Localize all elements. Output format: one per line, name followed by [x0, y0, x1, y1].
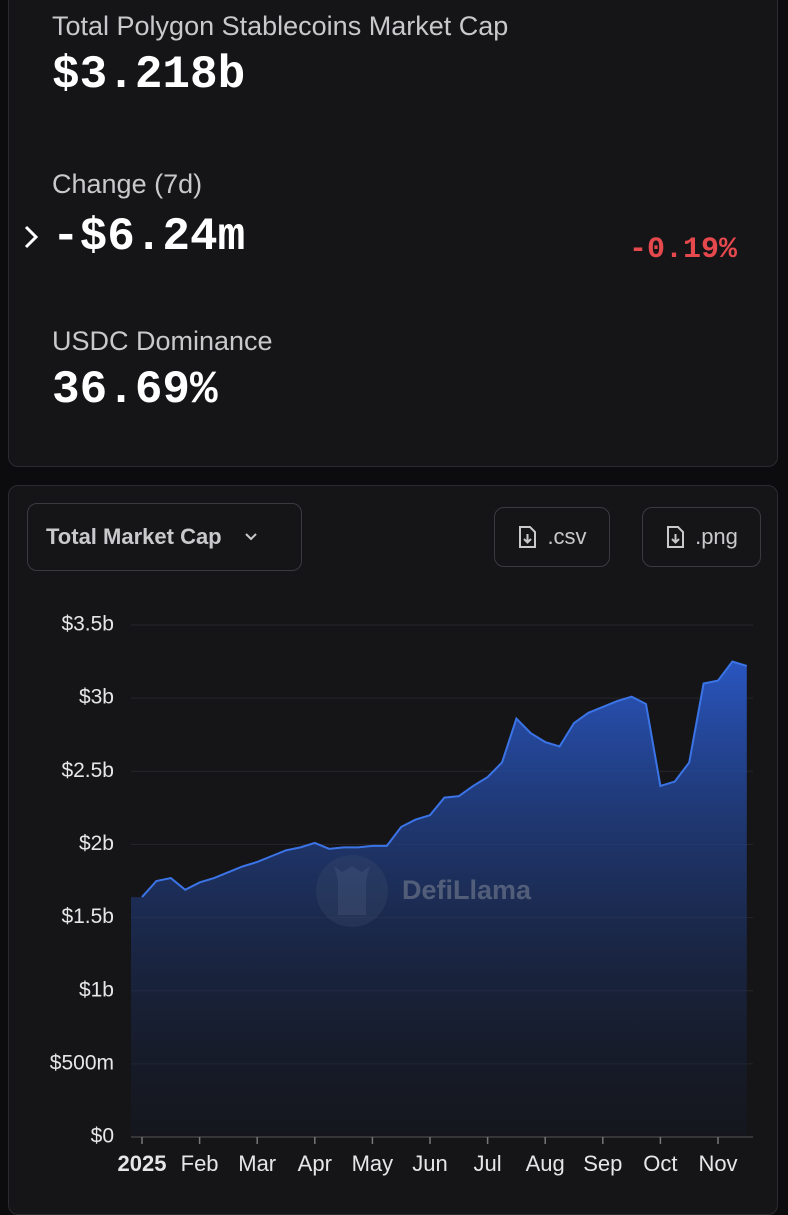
y-tick-label: $3.5b: [61, 613, 114, 636]
y-tick-label: $2b: [79, 832, 114, 855]
watermark-text: DefiLlama: [402, 875, 532, 905]
y-tick-label: $1.5b: [61, 905, 114, 928]
csv-button[interactable]: .csv: [494, 507, 610, 567]
area: [131, 661, 747, 1137]
stat-label: Change (7d): [52, 169, 203, 199]
x-tick-label: Nov: [698, 1151, 737, 1176]
y-tick-label: $3b: [79, 686, 114, 709]
x-tick-label: 2025: [118, 1151, 167, 1176]
line: [141, 660, 748, 898]
x-tick-label: Sep: [583, 1151, 622, 1176]
x-tick-label: Jun: [412, 1151, 447, 1176]
x-tick-label: Oct: [643, 1151, 677, 1176]
dropdown-label: Total Market Cap: [46, 524, 222, 549]
x-tick-label: Aug: [526, 1151, 565, 1176]
expand-chevron[interactable]: [21, 223, 41, 251]
x-tick-label: Mar: [238, 1151, 276, 1176]
y-tick-label: $2.5b: [61, 759, 114, 782]
stat-value: $3.218b: [52, 49, 246, 101]
png-button[interactable]: .png: [642, 507, 761, 567]
x-tick-label: May: [352, 1151, 394, 1176]
stat-value: -$6.24m: [52, 211, 246, 263]
download-icon: [519, 526, 537, 548]
stat-label: USDC Dominance: [52, 326, 273, 356]
change-percent: -0.19%: [628, 233, 737, 267]
stat-value: 36.69%: [52, 364, 218, 416]
download-icon: [667, 526, 685, 548]
x-tick-label: Apr: [298, 1151, 332, 1176]
x-tick-label: Jul: [474, 1151, 502, 1176]
y-tick-label: $500m: [50, 1051, 114, 1074]
button-label: .csv: [547, 524, 587, 549]
y-tick-label: $0: [91, 1125, 114, 1148]
watermark-logo: [316, 855, 388, 927]
x-tick-label: Feb: [181, 1151, 219, 1176]
button-label: .png: [695, 524, 738, 549]
metric-dropdown[interactable]: Total Market Cap: [27, 503, 302, 571]
stats-panel: Total Polygon Stablecoins Market Cap $3.…: [8, 0, 778, 467]
stat-label: Total Polygon Stablecoins Market Cap: [52, 11, 509, 41]
dropdown-arrow: [244, 533, 257, 541]
y-tick-label: $1b: [79, 978, 114, 1001]
